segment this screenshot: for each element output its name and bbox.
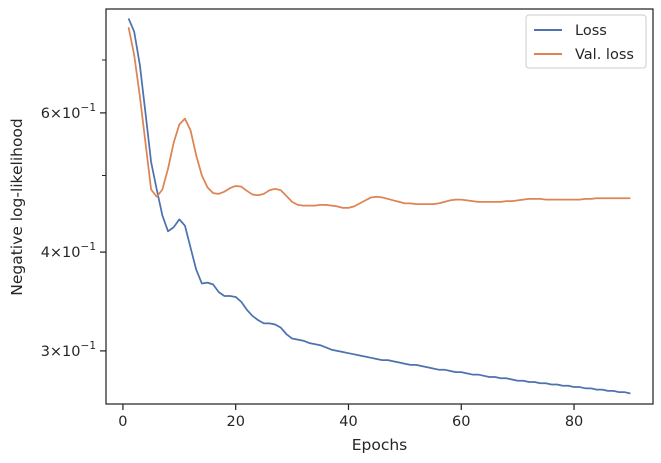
legend-label-val-loss: Val. loss (575, 47, 634, 63)
legend-label-loss: Loss (575, 23, 607, 39)
plot-frame (105, 8, 654, 405)
x-tick-label: 0 (118, 414, 127, 430)
y-tick-label: 6×10−1 (41, 102, 96, 122)
x-tick-label: 80 (565, 414, 583, 430)
series-line-loss (127, 18, 631, 395)
y-tick-label: 4×10−1 (41, 241, 96, 261)
x-tick-label: 20 (226, 414, 244, 430)
x-tick-label: 60 (452, 414, 470, 430)
plot-lines (127, 18, 631, 395)
y-tick-label: 3×10−1 (41, 340, 96, 360)
legend: Loss Val. loss (525, 14, 647, 69)
y-axis-ticks: 3×10−1 4×10−1 6×10−1 (41, 59, 106, 360)
y-axis-label: Negative log-likelihood (8, 118, 26, 296)
series-line-val-loss (127, 27, 631, 209)
x-tick-label: 40 (339, 414, 357, 430)
x-axis-label: Epochs (352, 436, 408, 454)
x-axis-ticks: 0 20 40 60 80 (118, 404, 583, 430)
